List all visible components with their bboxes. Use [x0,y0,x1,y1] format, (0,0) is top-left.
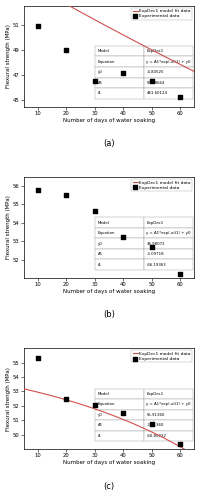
ExpDec1 model fit data [23,386,25,392]
Experimental data [36,354,39,362]
ExpDec1 model fit data [193,68,196,74]
Experimental data [150,242,153,250]
Experimental data [179,440,182,448]
ExpDec1 model fit data [127,34,129,40]
Experimental data [150,78,153,86]
Y-axis label: Flexural strength (MPa): Flexural strength (MPa) [6,24,11,88]
Experimental data [122,68,125,76]
Legend: ExpDec1 model fit data, Experimental data: ExpDec1 model fit data, Experimental dat… [131,179,192,191]
Text: (b): (b) [103,310,115,320]
ExpDec1 model fit data [124,418,126,424]
Experimental data [150,420,153,428]
ExpDec1 model fit data [177,443,180,449]
Experimental data [93,207,96,215]
Experimental data [36,186,39,194]
Experimental data [93,78,96,86]
Legend: ExpDec1 model fit data, Experimental data: ExpDec1 model fit data, Experimental dat… [131,350,192,362]
Y-axis label: Flexural strength (MPa): Flexural strength (MPa) [6,196,11,260]
Experimental data [65,394,68,402]
Experimental data [93,401,96,409]
Legend: ExpDec1 model fit data, Experimental data: ExpDec1 model fit data, Experimental dat… [131,8,192,20]
ExpDec1 model fit data [124,32,126,38]
Line: ExpDec1 model fit data: ExpDec1 model fit data [24,389,194,455]
Experimental data [65,46,68,54]
X-axis label: Number of days of water soaking: Number of days of water soaking [63,118,155,123]
Text: (a): (a) [103,139,115,148]
ExpDec1 model fit data [193,452,196,458]
Experimental data [122,409,125,417]
ExpDec1 model fit data [124,33,126,39]
Experimental data [36,22,39,30]
Text: (c): (c) [103,482,115,490]
X-axis label: Number of days of water soaking: Number of days of water soaking [63,289,155,294]
Experimental data [179,92,182,100]
ExpDec1 model fit data [124,417,126,423]
X-axis label: Number of days of water soaking: Number of days of water soaking [63,460,155,466]
Experimental data [179,270,182,278]
ExpDec1 model fit data [166,437,169,443]
ExpDec1 model fit data [127,418,129,424]
ExpDec1 model fit data [177,60,180,66]
Line: ExpDec1 model fit data: ExpDec1 model fit data [24,0,194,72]
ExpDec1 model fit data [22,386,25,392]
Experimental data [65,191,68,199]
ExpDec1 model fit data [166,55,169,61]
Y-axis label: Flexural strength (MPa): Flexural strength (MPa) [6,366,11,430]
Experimental data [122,234,125,241]
